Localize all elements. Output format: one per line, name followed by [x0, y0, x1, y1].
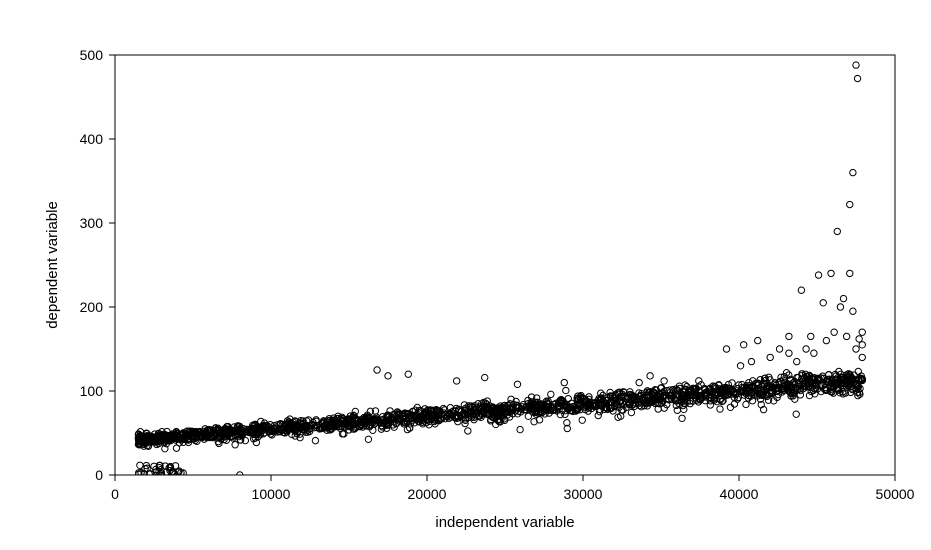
data-point [847, 270, 853, 276]
data-point [405, 371, 411, 377]
data-point [853, 62, 859, 68]
data-point [823, 337, 829, 343]
data-point [748, 358, 754, 364]
data-points [135, 62, 865, 478]
data-point [548, 391, 554, 397]
data-point [385, 373, 391, 379]
data-point [465, 428, 471, 434]
data-point [740, 342, 746, 348]
data-point [561, 379, 567, 385]
data-point [820, 300, 826, 306]
data-point [173, 445, 179, 451]
data-point [850, 308, 856, 314]
data-point [453, 378, 459, 384]
y-tick-label: 400 [80, 131, 104, 147]
data-point [647, 373, 653, 379]
data-point [840, 295, 846, 301]
data-point [859, 329, 865, 335]
data-point [517, 426, 523, 432]
data-point [767, 354, 773, 360]
x-tick-label: 20000 [408, 486, 447, 502]
data-point [837, 304, 843, 310]
data-point [636, 379, 642, 385]
data-point [525, 413, 531, 419]
data-point [579, 417, 585, 423]
data-point [661, 378, 667, 384]
data-point [786, 333, 792, 339]
data-point [834, 228, 840, 234]
data-point [855, 368, 861, 374]
data-point [859, 342, 865, 348]
data-point [374, 367, 380, 373]
data-point [859, 354, 865, 360]
data-point [776, 346, 782, 352]
data-point [312, 437, 318, 443]
data-point [352, 408, 358, 414]
data-point [743, 401, 749, 407]
y-axis-label: dependent variable [44, 201, 61, 329]
data-point [727, 404, 733, 410]
data-point [856, 336, 862, 342]
data-point [595, 412, 601, 418]
data-point [365, 436, 371, 442]
data-point [755, 337, 761, 343]
data-point [723, 346, 729, 352]
data-point [815, 272, 821, 278]
data-point [794, 358, 800, 364]
x-tick-label: 10000 [252, 486, 291, 502]
data-point [679, 415, 685, 421]
x-tick-label: 30000 [564, 486, 603, 502]
data-point [828, 270, 834, 276]
data-point [843, 333, 849, 339]
data-point [854, 75, 860, 81]
data-point [514, 381, 520, 387]
data-point [737, 363, 743, 369]
data-point [831, 329, 837, 335]
data-point [482, 374, 488, 380]
data-point [850, 169, 856, 175]
data-point [847, 201, 853, 207]
y-tick-label: 500 [80, 47, 104, 63]
y-tick-label: 0 [95, 467, 103, 483]
x-tick-label: 50000 [876, 486, 915, 502]
x-tick-label: 0 [111, 486, 119, 502]
data-point [563, 387, 569, 393]
data-point [717, 406, 723, 412]
y-axis: 0 100 200 300 400 500 [80, 47, 115, 483]
x-tick-label: 40000 [720, 486, 759, 502]
data-point [786, 350, 792, 356]
data-point [798, 287, 804, 293]
scatter-chart: 0 10000 20000 30000 40000 50000 independent va… [0, 0, 931, 550]
data-point [232, 442, 238, 448]
y-tick-label: 200 [80, 299, 104, 315]
data-point [808, 333, 814, 339]
x-axis-label: independent variable [435, 514, 574, 531]
y-tick-label: 100 [80, 383, 104, 399]
data-point [803, 346, 809, 352]
data-point [811, 350, 817, 356]
x-axis: 0 10000 20000 30000 40000 50000 [111, 475, 915, 502]
chart-svg: 0 10000 20000 30000 40000 50000 independent va… [0, 0, 931, 550]
data-point [628, 409, 634, 415]
data-point [853, 346, 859, 352]
data-point [137, 462, 143, 468]
y-tick-label: 300 [80, 215, 104, 231]
data-point [793, 411, 799, 417]
